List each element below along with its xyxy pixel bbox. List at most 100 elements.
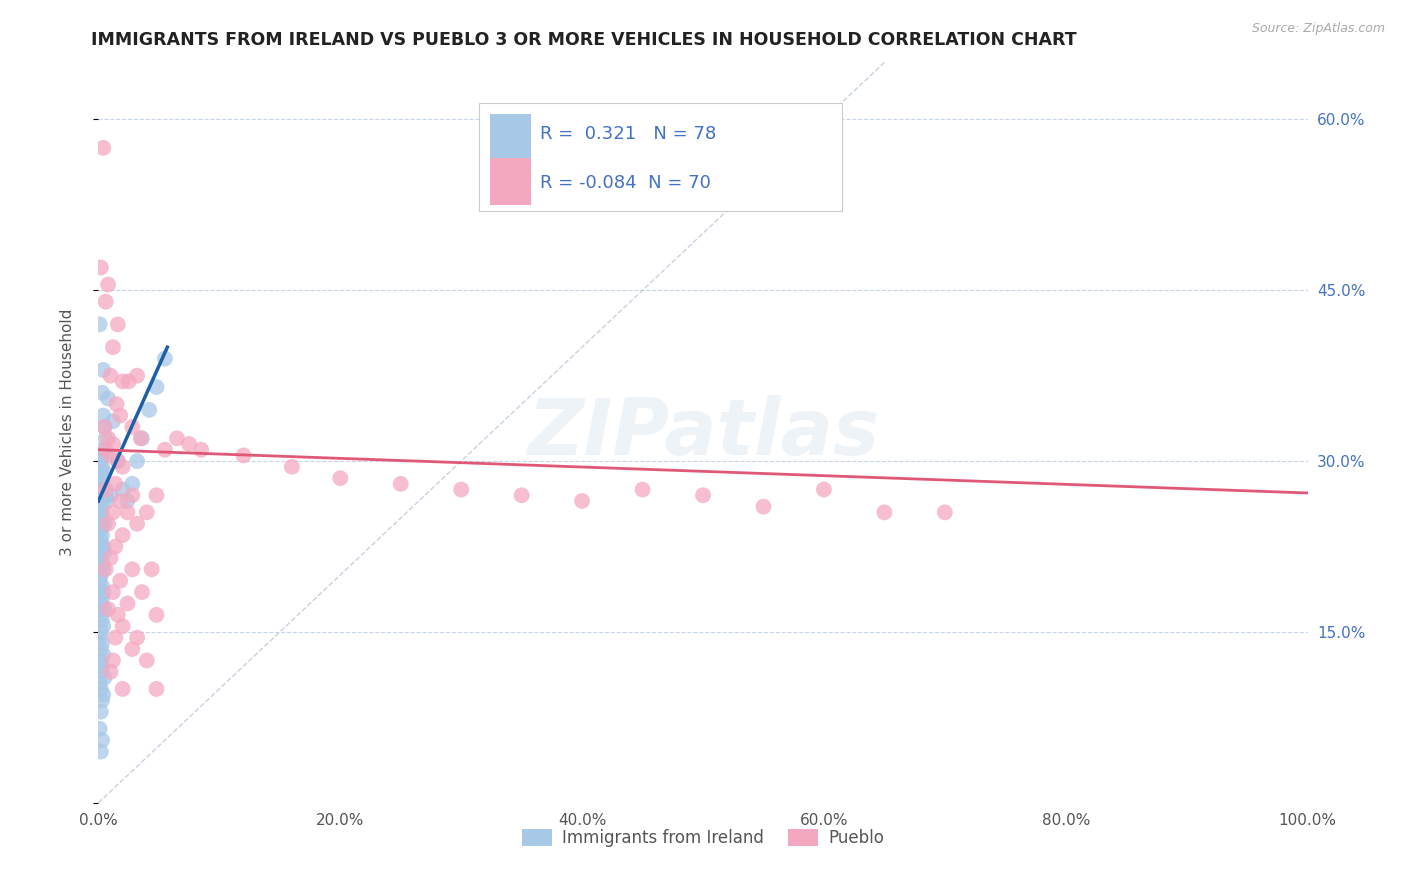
Point [141, 562, 163, 576]
Point [91, 442, 114, 457]
Point [90, 466, 112, 480]
Point [111, 375, 134, 389]
Point [131, 585, 153, 599]
Point [97, 392, 120, 406]
Point [153, 351, 176, 366]
Point [90, 454, 112, 468]
Point [89, 471, 111, 485]
Point [107, 454, 129, 468]
Point [111, 681, 134, 696]
Point [145, 380, 167, 394]
Point [934, 505, 956, 519]
Point [127, 631, 149, 645]
Point [93, 516, 115, 531]
Point [100, 550, 122, 565]
Point [91, 619, 114, 633]
Point [90, 494, 112, 508]
Point [100, 449, 122, 463]
Point [90, 597, 112, 611]
Point [91, 562, 114, 576]
Point [135, 505, 157, 519]
Point [91, 141, 114, 155]
Point [104, 476, 127, 491]
Point [89, 550, 111, 565]
Point [97, 602, 120, 616]
Point [107, 454, 129, 468]
Point [89, 494, 111, 508]
Point [96, 494, 118, 508]
Point [101, 505, 124, 519]
Point [104, 540, 127, 554]
Point [90, 568, 112, 582]
Point [89, 722, 111, 736]
Point [90, 624, 112, 639]
Point [111, 619, 134, 633]
Point [111, 459, 134, 474]
Point [90, 705, 112, 719]
Text: R =  0.321   N = 78: R = 0.321 N = 78 [540, 125, 716, 144]
Point [94, 562, 117, 576]
Point [93, 420, 115, 434]
Point [813, 483, 835, 497]
Point [101, 653, 124, 667]
Point [89, 574, 111, 588]
Point [107, 607, 129, 622]
Point [89, 505, 111, 519]
Point [91, 636, 114, 650]
Point [100, 368, 122, 383]
Point [450, 483, 472, 497]
Point [131, 431, 153, 445]
Point [281, 459, 304, 474]
Point [329, 471, 352, 485]
Point [91, 688, 114, 702]
Point [90, 681, 112, 696]
Point [94, 431, 117, 445]
Point [91, 511, 114, 525]
Point [89, 540, 111, 554]
Point [89, 631, 111, 645]
Point [752, 500, 775, 514]
Point [166, 431, 188, 445]
Point [93, 420, 115, 434]
Point [571, 494, 593, 508]
Text: Source: ZipAtlas.com: Source: ZipAtlas.com [1251, 22, 1385, 36]
Point [107, 318, 129, 332]
Point [232, 449, 254, 463]
Point [89, 585, 111, 599]
Point [145, 681, 167, 696]
Point [93, 466, 115, 480]
Point [389, 476, 412, 491]
Point [121, 642, 143, 657]
Point [90, 523, 112, 537]
Point [90, 607, 112, 622]
Point [93, 545, 115, 559]
Point [91, 500, 114, 514]
Point [692, 488, 714, 502]
Point [145, 488, 167, 502]
FancyBboxPatch shape [491, 113, 531, 161]
Point [117, 505, 139, 519]
Point [97, 277, 120, 292]
Point [90, 557, 112, 571]
Point [91, 476, 114, 491]
Point [90, 505, 112, 519]
Point [105, 397, 128, 411]
Point [108, 494, 131, 508]
Point [91, 488, 114, 502]
Point [190, 442, 212, 457]
Point [101, 340, 124, 354]
Point [91, 693, 114, 707]
Point [118, 375, 141, 389]
Point [127, 368, 149, 383]
Point [104, 631, 127, 645]
Point [117, 494, 139, 508]
Point [90, 533, 112, 548]
Point [90, 260, 112, 275]
Text: R = -0.084  N = 70: R = -0.084 N = 70 [540, 174, 710, 192]
Point [94, 488, 117, 502]
Point [873, 505, 896, 519]
Point [135, 653, 157, 667]
Y-axis label: 3 or more Vehicles in Household: 3 or more Vehicles in Household [60, 309, 75, 557]
Point [129, 431, 152, 445]
Point [94, 294, 117, 309]
